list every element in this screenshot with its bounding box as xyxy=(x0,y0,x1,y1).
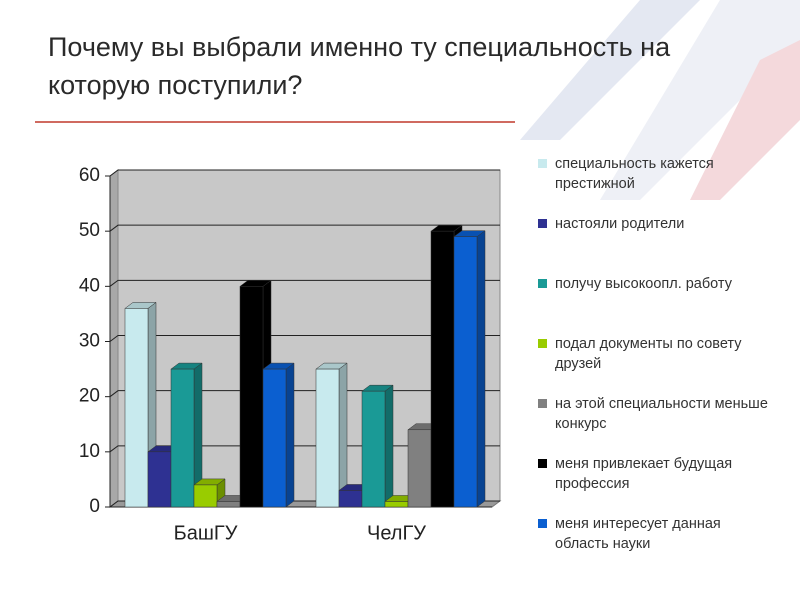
legend-label: меня интересует данная область науки xyxy=(555,516,721,552)
plot: 0 10 20 30 40 50 60 БашГУ ЧелГУ xyxy=(79,165,502,544)
chart-title: Почему вы выбрали именно ту специальност… xyxy=(48,32,671,100)
legend-swatch xyxy=(538,339,547,348)
x-tick-label: ЧелГУ xyxy=(367,522,426,544)
bar xyxy=(262,368,287,508)
bar xyxy=(239,286,264,508)
y-tick-label: 10 xyxy=(79,441,100,462)
legend-label: специальность кажется престижной xyxy=(555,156,714,192)
bar-side xyxy=(384,384,394,508)
legend-label: на этой специальности меньше конкурс xyxy=(555,396,768,432)
bar-side xyxy=(285,362,295,508)
x-tick-label: БашГУ xyxy=(174,522,238,544)
legend-swatch xyxy=(538,159,547,168)
grid-line xyxy=(109,279,500,287)
grid-line xyxy=(109,224,500,232)
legend-swatch xyxy=(538,399,547,408)
grid-line xyxy=(109,335,500,342)
bar xyxy=(170,368,195,508)
decor-stripe xyxy=(690,40,800,200)
legend-label: подал документы по совету друзей xyxy=(555,336,742,372)
bar xyxy=(216,501,241,508)
y-tick-label: 50 xyxy=(79,220,100,241)
legend-label: меня привлекает будущая профессия xyxy=(555,456,733,492)
bar xyxy=(193,484,218,508)
decor-stripe xyxy=(600,0,800,200)
bar xyxy=(453,236,478,508)
y-tick-label: 20 xyxy=(79,386,100,407)
bar xyxy=(384,501,409,508)
y-tick-label: 0 xyxy=(89,496,100,517)
bar xyxy=(430,230,455,508)
bar xyxy=(124,308,149,508)
legend-swatch xyxy=(538,219,547,228)
legend-swatch xyxy=(538,279,547,288)
bar xyxy=(407,429,432,508)
bar xyxy=(338,490,363,508)
legend-label: настояли родители xyxy=(555,216,685,232)
decor-stripe xyxy=(520,0,700,140)
bar xyxy=(315,368,340,508)
bar xyxy=(361,390,386,508)
bar-side xyxy=(476,230,486,508)
grid-line xyxy=(109,169,500,177)
y-tick-label: 60 xyxy=(79,165,100,186)
legend-swatch xyxy=(538,459,547,468)
bar xyxy=(147,451,172,508)
y-tick-label: 30 xyxy=(79,331,100,352)
legend-swatch xyxy=(538,519,547,528)
y-tick-label: 40 xyxy=(79,275,100,296)
legend-label: получу высокоопл. работу xyxy=(555,276,732,292)
